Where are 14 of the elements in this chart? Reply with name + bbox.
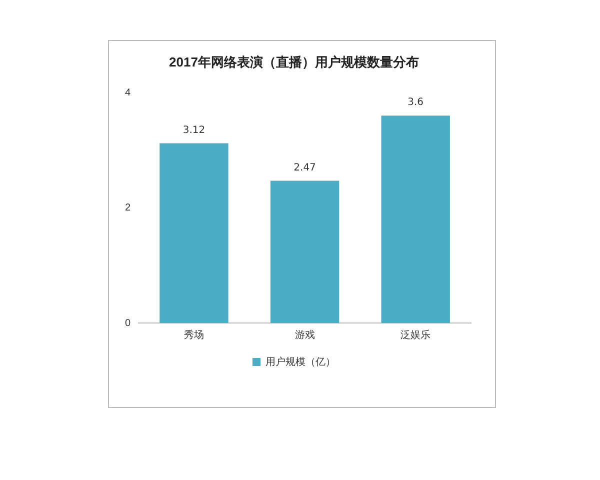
data-label: 3.6: [408, 97, 424, 108]
x-tick-label: 游戏: [294, 328, 315, 341]
x-tick-label: 泛娱乐: [400, 328, 431, 341]
chart-title: 2017年网络表演（直播）用户规模数量分布: [169, 54, 419, 70]
legend-label: 用户规模（亿）: [266, 356, 336, 368]
data-label: 2.47: [294, 162, 316, 174]
data-label: 3.12: [182, 124, 206, 136]
x-tick-label: 秀场: [184, 328, 204, 341]
bar: [381, 116, 450, 323]
bar: [160, 143, 228, 323]
y-tick-label: 2: [125, 202, 131, 214]
bar: [270, 180, 340, 323]
y-tick-label: 0: [125, 318, 131, 329]
y-tick-label: 4: [125, 87, 131, 98]
